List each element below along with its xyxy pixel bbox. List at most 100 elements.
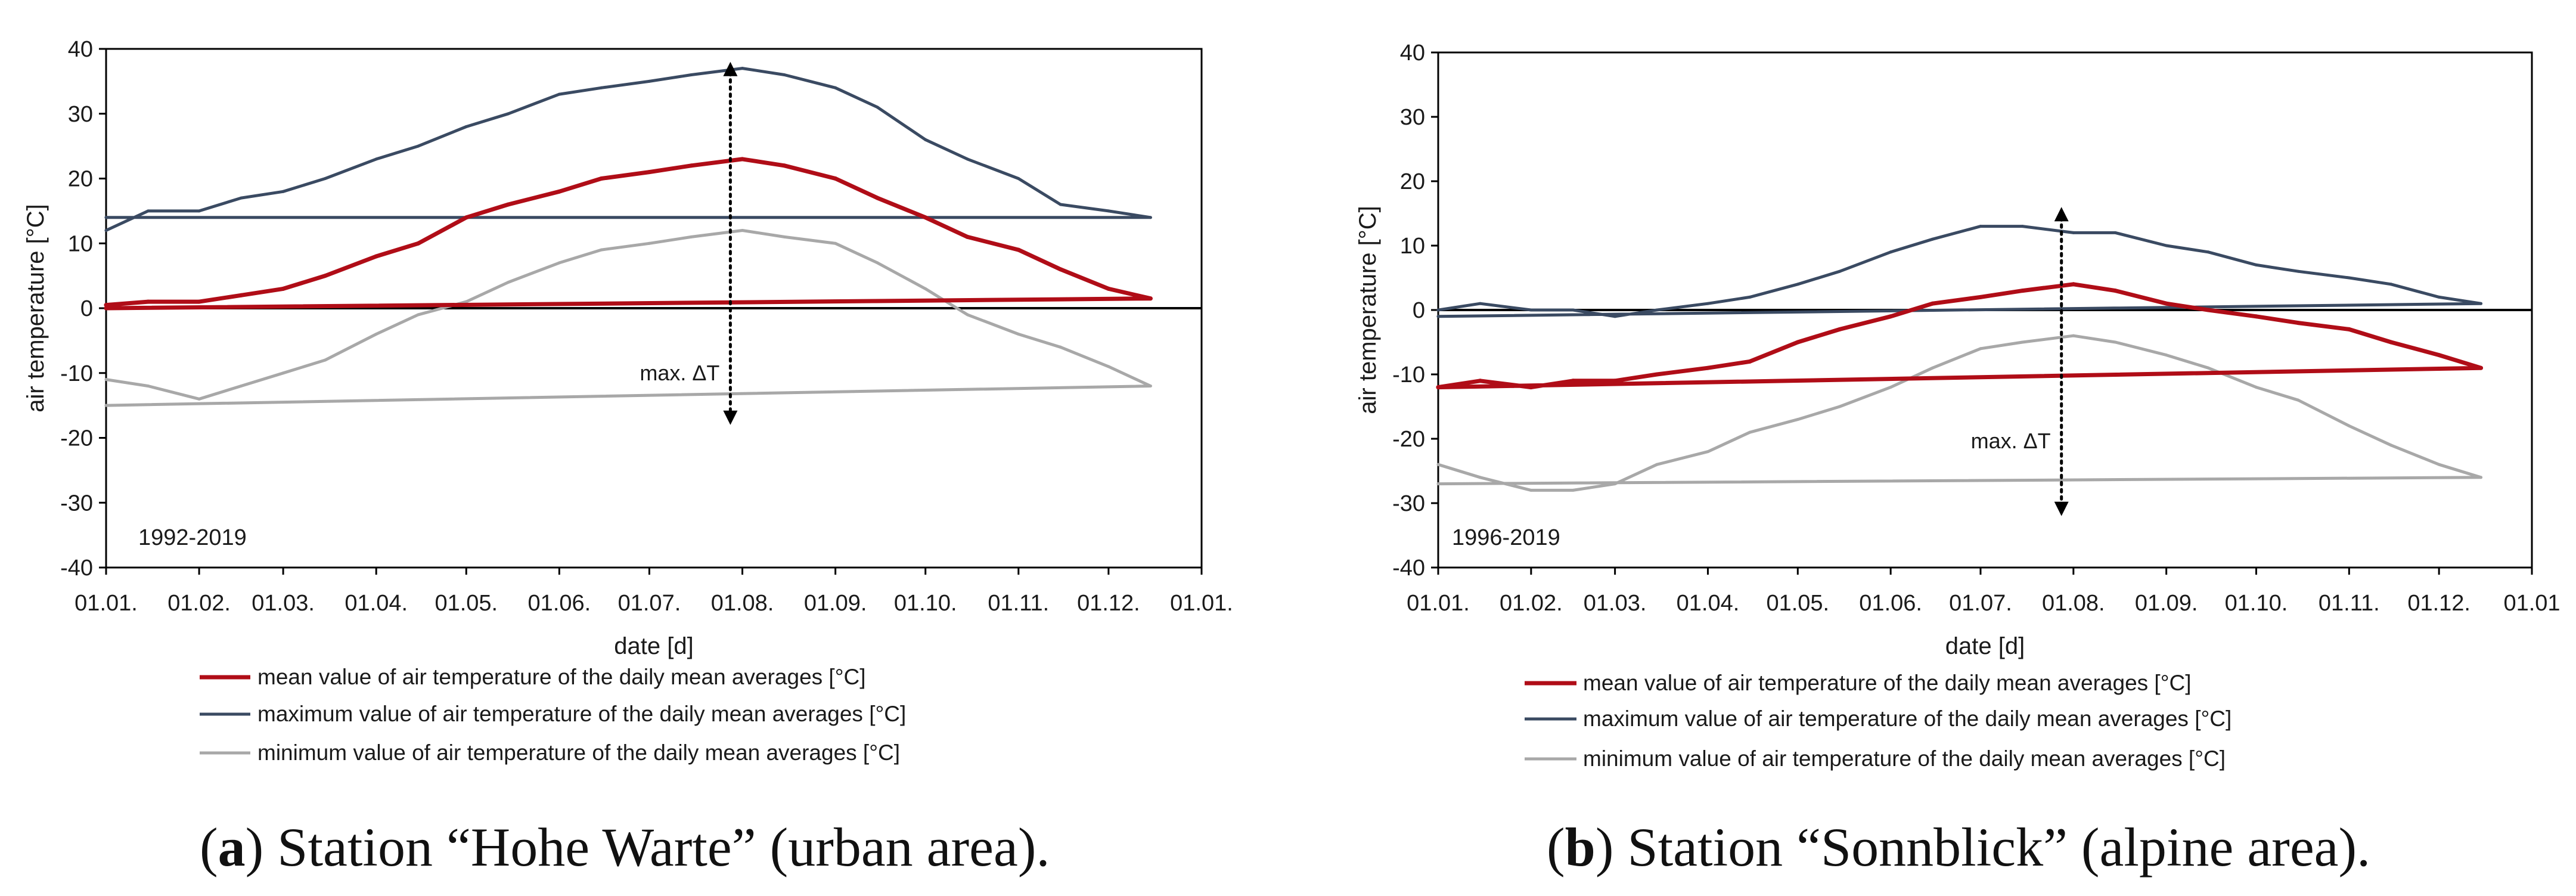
y-tick-label: -40 bbox=[1392, 556, 1425, 581]
series-point-mean bbox=[104, 306, 108, 311]
x-tick-label: 01.08. bbox=[711, 591, 774, 616]
series-point-max bbox=[1655, 308, 1659, 312]
caption-a-letter: a bbox=[218, 817, 246, 878]
x-tick-label: 01.10. bbox=[2225, 591, 2288, 616]
y-axis-label: air temperature [°C] bbox=[23, 204, 49, 412]
annotation-arrow-head-up bbox=[723, 61, 738, 76]
series-point-max bbox=[417, 144, 420, 148]
y-tick-label: -30 bbox=[1392, 491, 1425, 516]
x-tick-label: 01.04. bbox=[344, 591, 408, 616]
x-tick-label: 01.03. bbox=[252, 591, 315, 616]
series-point-mean bbox=[689, 163, 694, 168]
series-point-mean bbox=[1613, 379, 1618, 383]
series-point-max bbox=[647, 79, 651, 83]
series-point-min bbox=[1655, 463, 1659, 466]
series-point-max bbox=[2206, 250, 2210, 254]
y-tick-label: 30 bbox=[1400, 105, 1425, 130]
series-point-mean bbox=[2113, 289, 2118, 293]
series-point-min bbox=[240, 385, 243, 387]
series-point-min bbox=[1889, 386, 1892, 389]
x-tick-label: 01.06. bbox=[528, 591, 591, 616]
series-point-max bbox=[2255, 263, 2258, 266]
y-tick-label: 0 bbox=[80, 296, 93, 321]
series-point-max bbox=[2479, 302, 2482, 305]
caption-b-text: Station “Sonnblick” (alpine area). bbox=[1613, 817, 2371, 878]
series-point-mean bbox=[1106, 286, 1111, 291]
x-tick-label: 01.02. bbox=[1500, 591, 1563, 616]
series-point-min bbox=[2255, 386, 2258, 389]
series-line-max bbox=[1436, 225, 2482, 318]
series-point-max bbox=[507, 112, 510, 116]
series-point-max bbox=[1059, 203, 1062, 206]
series-point-max bbox=[1748, 295, 1752, 299]
x-tick-label: 01.07. bbox=[1949, 591, 2012, 616]
series-point-max bbox=[834, 86, 837, 89]
y-tick-label: 0 bbox=[1413, 298, 1425, 323]
series-point-max bbox=[1706, 302, 1709, 305]
series-point-min bbox=[1571, 488, 1575, 492]
y-tick-label: 30 bbox=[68, 102, 93, 127]
series-point-min bbox=[966, 313, 969, 317]
annotation-arrow-head-down bbox=[723, 410, 738, 425]
series-point-max bbox=[147, 209, 150, 213]
x-tick-label: 01.11. bbox=[988, 591, 1049, 616]
series-point-max bbox=[741, 67, 744, 70]
series-point-max bbox=[2347, 276, 2351, 280]
caption-b: (b) Station “Sonnblick” (alpine area). bbox=[1547, 817, 2371, 878]
series-point-mean bbox=[965, 234, 970, 239]
series-point-max bbox=[281, 190, 285, 193]
series-point-mean bbox=[833, 176, 838, 181]
series-point-min bbox=[924, 287, 927, 290]
series-point-min bbox=[2021, 340, 2024, 344]
x-tick-label: 01.05. bbox=[434, 591, 498, 616]
series-point-max bbox=[464, 125, 468, 128]
series-point-max bbox=[783, 73, 786, 76]
series-point-max bbox=[104, 229, 108, 232]
series-point-min bbox=[557, 261, 561, 265]
series-point-mean bbox=[1148, 296, 1153, 301]
series-point-max bbox=[1436, 315, 1440, 318]
series-point-mean bbox=[2254, 314, 2258, 319]
series-point-min bbox=[876, 261, 879, 265]
series-point-min bbox=[1059, 345, 1062, 349]
period-label: 1992-2019 bbox=[138, 525, 247, 550]
x-tick-label: 01.12. bbox=[2407, 591, 2471, 616]
series-point-min bbox=[647, 241, 651, 245]
series-point-mean bbox=[782, 163, 787, 168]
series-point-min bbox=[2296, 398, 2300, 402]
series-point-min bbox=[104, 378, 108, 382]
series-point-mean bbox=[875, 196, 880, 200]
series-point-mean bbox=[1058, 267, 1063, 272]
series-point-max bbox=[2113, 231, 2117, 234]
series-point-min bbox=[1979, 347, 1982, 351]
series-point-min bbox=[281, 371, 285, 375]
series-point-mean bbox=[1795, 340, 1800, 345]
series-point-min bbox=[1529, 488, 1533, 492]
series-point-max bbox=[1889, 250, 1892, 254]
series-point-min bbox=[2113, 340, 2117, 344]
series-point-mean bbox=[1748, 359, 1752, 364]
y-tick-label: -20 bbox=[60, 426, 93, 451]
x-tick-label: 01.01. bbox=[1407, 591, 1470, 616]
series-point-max bbox=[1529, 308, 1533, 312]
series-point-mean bbox=[416, 241, 421, 246]
series-point-mean bbox=[1529, 385, 1534, 390]
series-point-min bbox=[2347, 424, 2351, 427]
caption-b-letter: b bbox=[1565, 817, 1596, 878]
series-point-max bbox=[2072, 231, 2075, 234]
series-point-mean bbox=[1016, 247, 1021, 252]
series-point-mean bbox=[104, 303, 108, 308]
y-tick-label: -40 bbox=[60, 556, 93, 581]
y-tick-label: 40 bbox=[1400, 41, 1425, 66]
annotation-arrow-head-down bbox=[2054, 501, 2069, 516]
series-point-min bbox=[2165, 354, 2168, 357]
caption-a-text: Station “Hohe Warte” (urban area). bbox=[263, 817, 1050, 878]
series-point-max bbox=[2389, 283, 2393, 286]
series-point-mean bbox=[1655, 372, 1659, 377]
series-point-mean bbox=[2347, 327, 2351, 331]
x-tick-label: 01.11. bbox=[2319, 591, 2380, 616]
series-point-min bbox=[783, 235, 786, 238]
series-line-mean bbox=[1436, 282, 2483, 390]
series-point-max bbox=[1838, 269, 1842, 273]
